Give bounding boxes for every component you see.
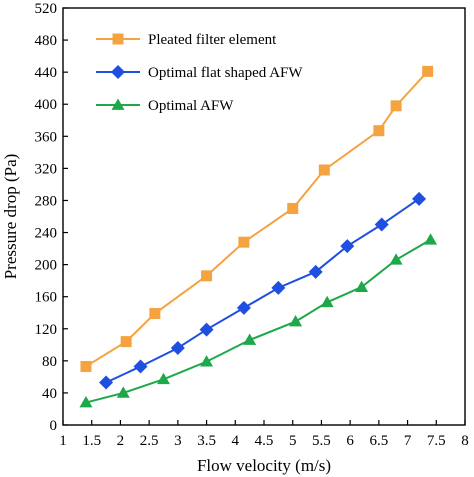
data-point-square — [238, 236, 250, 248]
y-tick-label: 80 — [42, 354, 57, 370]
data-point-diamond — [412, 191, 427, 206]
legend-label: Optimal flat shaped AFW — [148, 65, 303, 81]
data-point-diamond — [99, 375, 114, 390]
x-tick-label: 2.5 — [140, 433, 159, 449]
y-tick-label: 200 — [35, 258, 58, 274]
data-point-square — [422, 65, 434, 77]
data-point-triangle — [79, 396, 93, 408]
series-3 — [79, 233, 438, 408]
data-point-triangle — [355, 280, 369, 292]
y-tick-label: 40 — [42, 386, 57, 402]
y-tick-label: 320 — [35, 161, 58, 177]
x-tick-label: 1.5 — [82, 433, 101, 449]
legend-entry-1: Pleated filter element — [96, 32, 277, 48]
y-tick-label: 0 — [50, 418, 58, 434]
x-tick-label: 4 — [232, 433, 240, 449]
data-point-square — [80, 360, 92, 372]
series-line — [105, 198, 420, 384]
axes: 1 1.5 2 2.5 3 3.5 4 4.5 5 5.5 6 6.5 7 7.5 804080120160… — [35, 1, 469, 449]
series-2 — [99, 191, 427, 390]
data-point-diamond — [236, 300, 251, 315]
x-tick-label: 6 — [346, 433, 354, 449]
y-tick-label: 480 — [35, 33, 58, 49]
data-point-triangle — [424, 233, 438, 245]
data-point-triangle — [243, 333, 257, 345]
x-tick-label: 8 — [461, 433, 469, 449]
data-point-diamond — [111, 65, 125, 79]
data-point-diamond — [308, 264, 323, 279]
y-tick-label: 440 — [35, 65, 58, 81]
y-tick-label: 520 — [35, 1, 58, 17]
data-point-square — [149, 308, 161, 320]
y-tick-label: 280 — [35, 193, 58, 209]
data-point-triangle — [111, 98, 125, 110]
y-tick-label: 120 — [35, 322, 58, 338]
legend-entry-3: Optimal AFW — [96, 98, 234, 114]
data-point-diamond — [133, 359, 148, 374]
data-series — [79, 65, 438, 408]
data-point-diamond — [374, 217, 389, 232]
data-point-diamond — [271, 280, 286, 295]
data-point-square — [318, 164, 330, 176]
x-axis-label: Flow velocity (m/s) — [197, 456, 331, 475]
x-tick-label: 2 — [117, 433, 125, 449]
x-tick-label: 4.5 — [255, 433, 274, 449]
x-tick-label: 1 — [59, 433, 67, 449]
data-point-triangle — [200, 355, 214, 367]
x-tick-label: 6.5 — [369, 433, 388, 449]
legend-label: Pleated filter element — [148, 32, 277, 48]
x-tick-label: 5.5 — [312, 433, 331, 449]
x-tick-label: 7 — [404, 433, 412, 449]
data-point-square — [390, 100, 402, 112]
series-line — [85, 70, 429, 368]
x-tick-label: 5 — [289, 433, 297, 449]
legend-entry-2: Optimal flat shaped AFW — [96, 65, 303, 81]
data-point-triangle — [289, 315, 303, 327]
y-tick-label: 400 — [35, 97, 58, 113]
data-point-triangle — [320, 295, 334, 308]
legend: Pleated filter element Optimal flat shape… — [96, 32, 303, 114]
x-tick-label: 7.5 — [427, 433, 446, 449]
data-point-triangle — [116, 386, 130, 398]
data-point-triangle — [389, 253, 403, 265]
data-point-square — [120, 336, 132, 348]
y-tick-label: 240 — [35, 226, 58, 242]
data-point-diamond — [340, 239, 355, 254]
data-point-square — [112, 33, 124, 45]
data-point-triangle — [157, 372, 170, 385]
series-1 — [80, 65, 434, 372]
data-point-diamond — [199, 322, 214, 337]
y-axis-label: Pressure drop (Pa) — [1, 154, 20, 280]
x-tick-label: 3.5 — [197, 433, 216, 449]
y-tick-label: 360 — [35, 129, 58, 145]
data-point-square — [201, 270, 213, 282]
y-tick-label: 160 — [35, 290, 58, 306]
x-tick-label: 3 — [174, 433, 182, 449]
legend-label: Optimal AFW — [148, 98, 234, 114]
series-line — [85, 238, 432, 404]
data-point-square — [287, 202, 299, 214]
data-point-square — [373, 125, 385, 137]
data-point-diamond — [170, 341, 185, 356]
